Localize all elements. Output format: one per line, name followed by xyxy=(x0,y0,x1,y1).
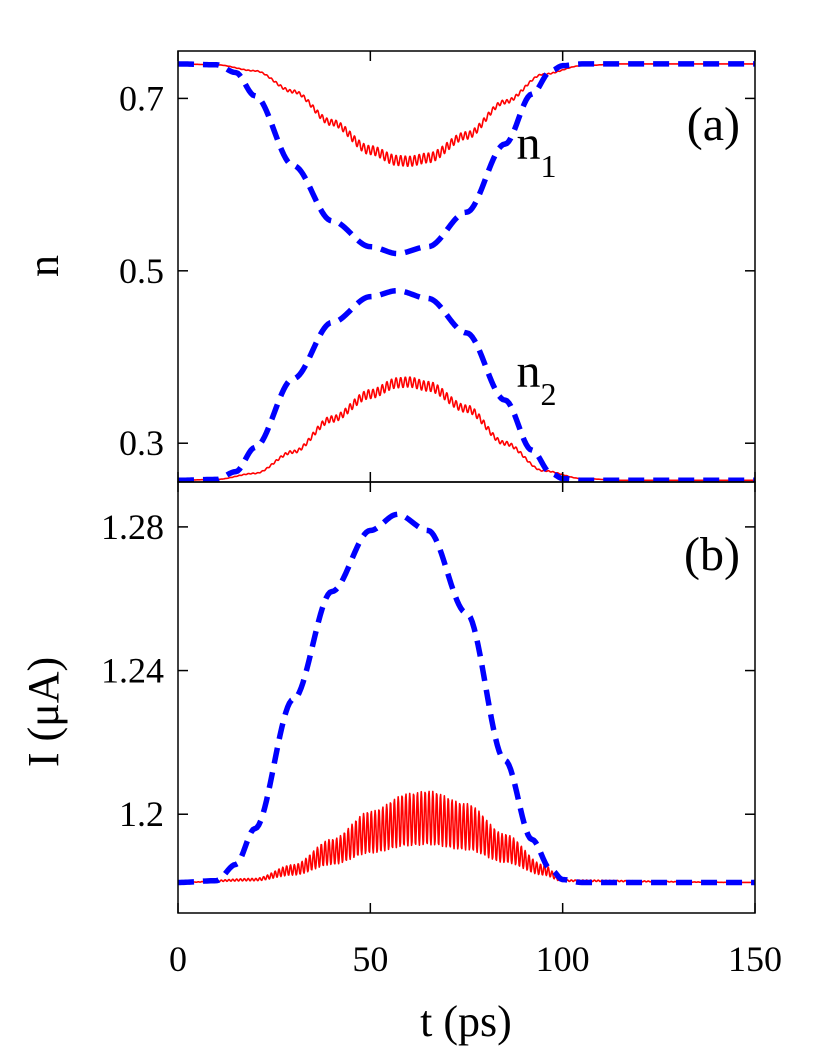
curve-label-n2: n2 xyxy=(517,345,557,412)
panel-b-frame xyxy=(177,481,756,914)
panel-a-frame xyxy=(177,50,756,483)
panel-b-ticks: 1.2 1.24 1.28 0 50 100 150 xyxy=(101,482,782,979)
panel-b-ytick-label: 1.24 xyxy=(101,651,164,691)
panel-a-series-0 xyxy=(178,63,755,168)
panel-a-ticks: 0.3 0.5 0.7 xyxy=(119,51,756,482)
panel-b: 1.2 1.24 1.28 0 50 100 150 (b) I (μA) t (ps) xyxy=(19,481,782,1046)
panel-b-ytick-label: 1.2 xyxy=(119,794,164,834)
panel-a-ytick-label: 0.7 xyxy=(119,78,164,118)
panel-b-lines xyxy=(178,511,755,886)
curve-label-n1: n1 xyxy=(517,117,557,184)
x-tick-label: 50 xyxy=(352,939,388,979)
panel-a: 0.3 0.5 0.7 (a) n n1 n2 xyxy=(19,50,756,483)
panel-a-series-1 xyxy=(178,61,755,257)
panel-a-lines xyxy=(178,61,755,482)
curve-label-subscript: 2 xyxy=(541,376,557,412)
x-tick-label: 150 xyxy=(728,939,782,979)
x-axis-title: t (ps) xyxy=(420,997,512,1046)
panel-a-ytick-label: 0.3 xyxy=(119,423,164,463)
panel-a-label: (a) xyxy=(687,98,740,151)
panel-a-series-3 xyxy=(178,287,755,482)
panel-a-series-2 xyxy=(178,376,755,482)
curve-label-subscript: 1 xyxy=(541,148,557,184)
panel-b-series-1 xyxy=(178,511,755,886)
panel-a-ylabel: n xyxy=(19,255,68,277)
panel-a-ytick-label: 0.5 xyxy=(119,251,164,291)
x-tick-label: 0 xyxy=(169,939,187,979)
panel-a-annotations: n1 n2 xyxy=(517,117,557,412)
panel-b-label: (b) xyxy=(684,528,740,581)
panel-b-ytick-label: 1.28 xyxy=(101,507,164,547)
x-tick-label: 100 xyxy=(536,939,590,979)
panel-b-ylabel: I (μA) xyxy=(19,657,68,767)
